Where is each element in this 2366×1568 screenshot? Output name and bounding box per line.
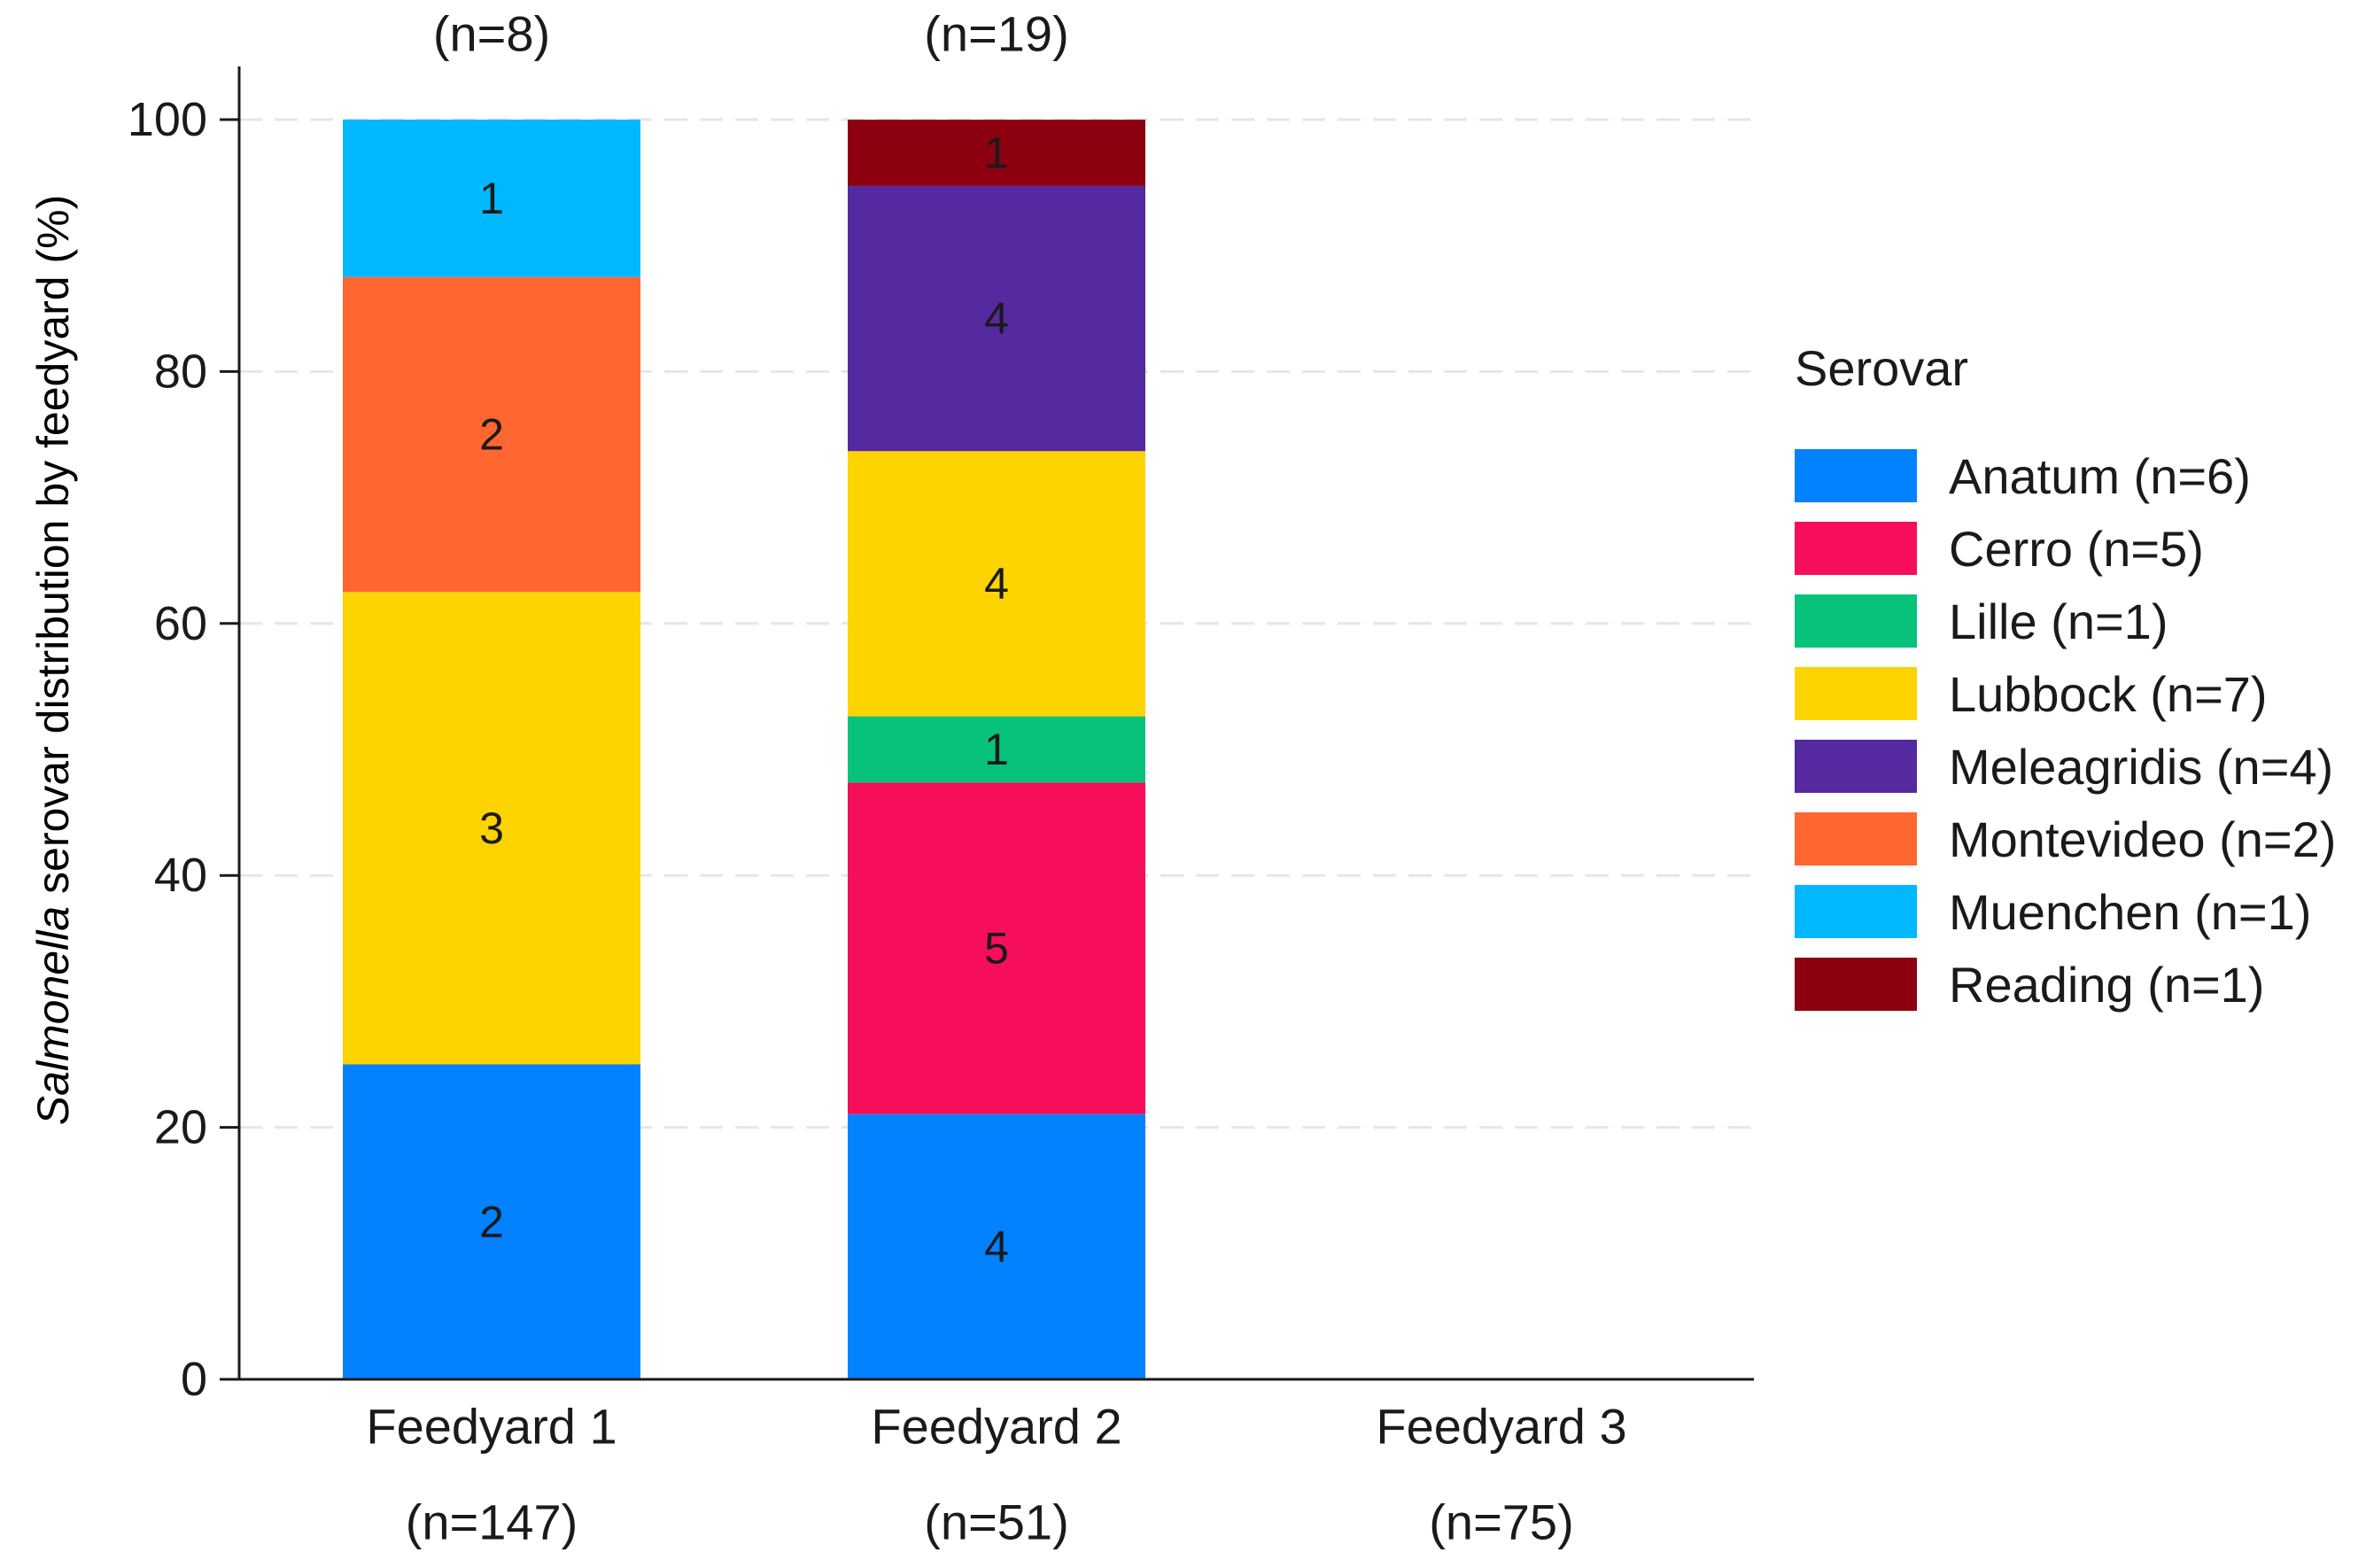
legend-item: Montevideo (n=2) <box>1795 803 2336 875</box>
legend-swatch <box>1795 667 1917 720</box>
bar-segment <box>343 1064 640 1379</box>
y-axis-label: Salmonella serovar distribution by feedy… <box>27 195 79 1126</box>
y-axis-label-italic: Salmonella <box>28 905 78 1126</box>
y-tick-label: 20 <box>154 1101 207 1154</box>
x-tick-label: Feedyard 1 <box>366 1399 617 1455</box>
legend-swatch <box>1795 449 1917 502</box>
bar-segment-label: 4 <box>984 1222 1009 1271</box>
axis-labels: 0 20 40 60 80 100 Feedyard 1 (n=147) (n=8) Feedya… <box>128 6 1627 1550</box>
bar-segment <box>848 782 1145 1114</box>
legend-item: Muenchen (n=1) <box>1795 875 2336 948</box>
category-total-label: (n=147) <box>406 1494 578 1550</box>
legend-swatch <box>1795 885 1917 938</box>
y-tick-label: 80 <box>154 345 207 398</box>
category-total-label: (n=51) <box>924 1494 1068 1550</box>
legend-title: Serovar <box>1795 340 1969 396</box>
bar-top-count-label: (n=8) <box>433 6 550 62</box>
bar-segment-label: 1 <box>479 174 504 223</box>
bar-segment <box>848 716 1145 783</box>
legend-label: Reading (n=1) <box>1949 956 2265 1013</box>
y-tick-label: 40 <box>154 849 207 902</box>
bar-segment <box>848 120 1145 186</box>
bar-segment-label: 3 <box>479 803 504 853</box>
legend-item: Lubbock (n=7) <box>1795 657 2336 730</box>
legend-label: Montevideo (n=2) <box>1949 811 2337 867</box>
bar-segment-label: 2 <box>479 1197 504 1246</box>
bar-segment <box>343 120 640 277</box>
axes <box>220 66 1754 1381</box>
legend-label: Cerro (n=5) <box>1949 520 2204 577</box>
y-tick-label: 100 <box>128 93 207 146</box>
bar-segment <box>848 1114 1145 1379</box>
bar-segment-label: 1 <box>984 128 1009 178</box>
x-tick-label: Feedyard 3 <box>1376 1399 1626 1455</box>
y-tick-label: 60 <box>154 597 207 650</box>
legend: Anatum (n=6) Cerro (n=5) Lille (n=1) Lubboc… <box>1795 439 2336 1021</box>
legend-item: Lille (n=1) <box>1795 585 2336 657</box>
legend-swatch <box>1795 740 1917 793</box>
category-total-label: (n=75) <box>1429 1494 1573 1550</box>
legend-item: Cerro (n=5) <box>1795 512 2336 585</box>
y-axis-label-rest: serovar distribution by feedyard (%) <box>28 194 78 906</box>
legend-label: Muenchen (n=1) <box>1949 883 2312 940</box>
legend-swatch <box>1795 594 1917 648</box>
bar-stacks: 2 3 2 1 4 5 1 4 4 1 <box>343 120 1145 1379</box>
y-tick-label: 0 <box>181 1353 207 1406</box>
x-tick-label: Feedyard 2 <box>871 1399 1121 1455</box>
bar-top-count-label: (n=19) <box>924 6 1068 62</box>
legend-swatch <box>1795 812 1917 866</box>
legend-item: Reading (n=1) <box>1795 948 2336 1021</box>
legend-item: Anatum (n=6) <box>1795 439 2336 512</box>
legend-label: Meleagridis (n=4) <box>1949 738 2334 795</box>
bar-segment-label: 5 <box>984 924 1009 974</box>
bar-segment <box>343 276 640 593</box>
legend-label: Lille (n=1) <box>1949 593 2168 649</box>
bar-segment-label: 2 <box>479 410 504 460</box>
bar-segment <box>848 185 1145 452</box>
legend-swatch <box>1795 522 1917 575</box>
bar-segment-label: 1 <box>984 725 1009 774</box>
bar-segment-label: 4 <box>984 294 1009 344</box>
bar-segment <box>343 592 640 1065</box>
bar-segment <box>848 451 1145 717</box>
legend-label: Anatum (n=6) <box>1949 447 2251 504</box>
legend-label: Lubbock (n=7) <box>1949 665 2268 722</box>
bar-segment-label: 4 <box>984 559 1009 609</box>
legend-item: Meleagridis (n=4) <box>1795 730 2336 803</box>
legend-swatch <box>1795 958 1917 1011</box>
